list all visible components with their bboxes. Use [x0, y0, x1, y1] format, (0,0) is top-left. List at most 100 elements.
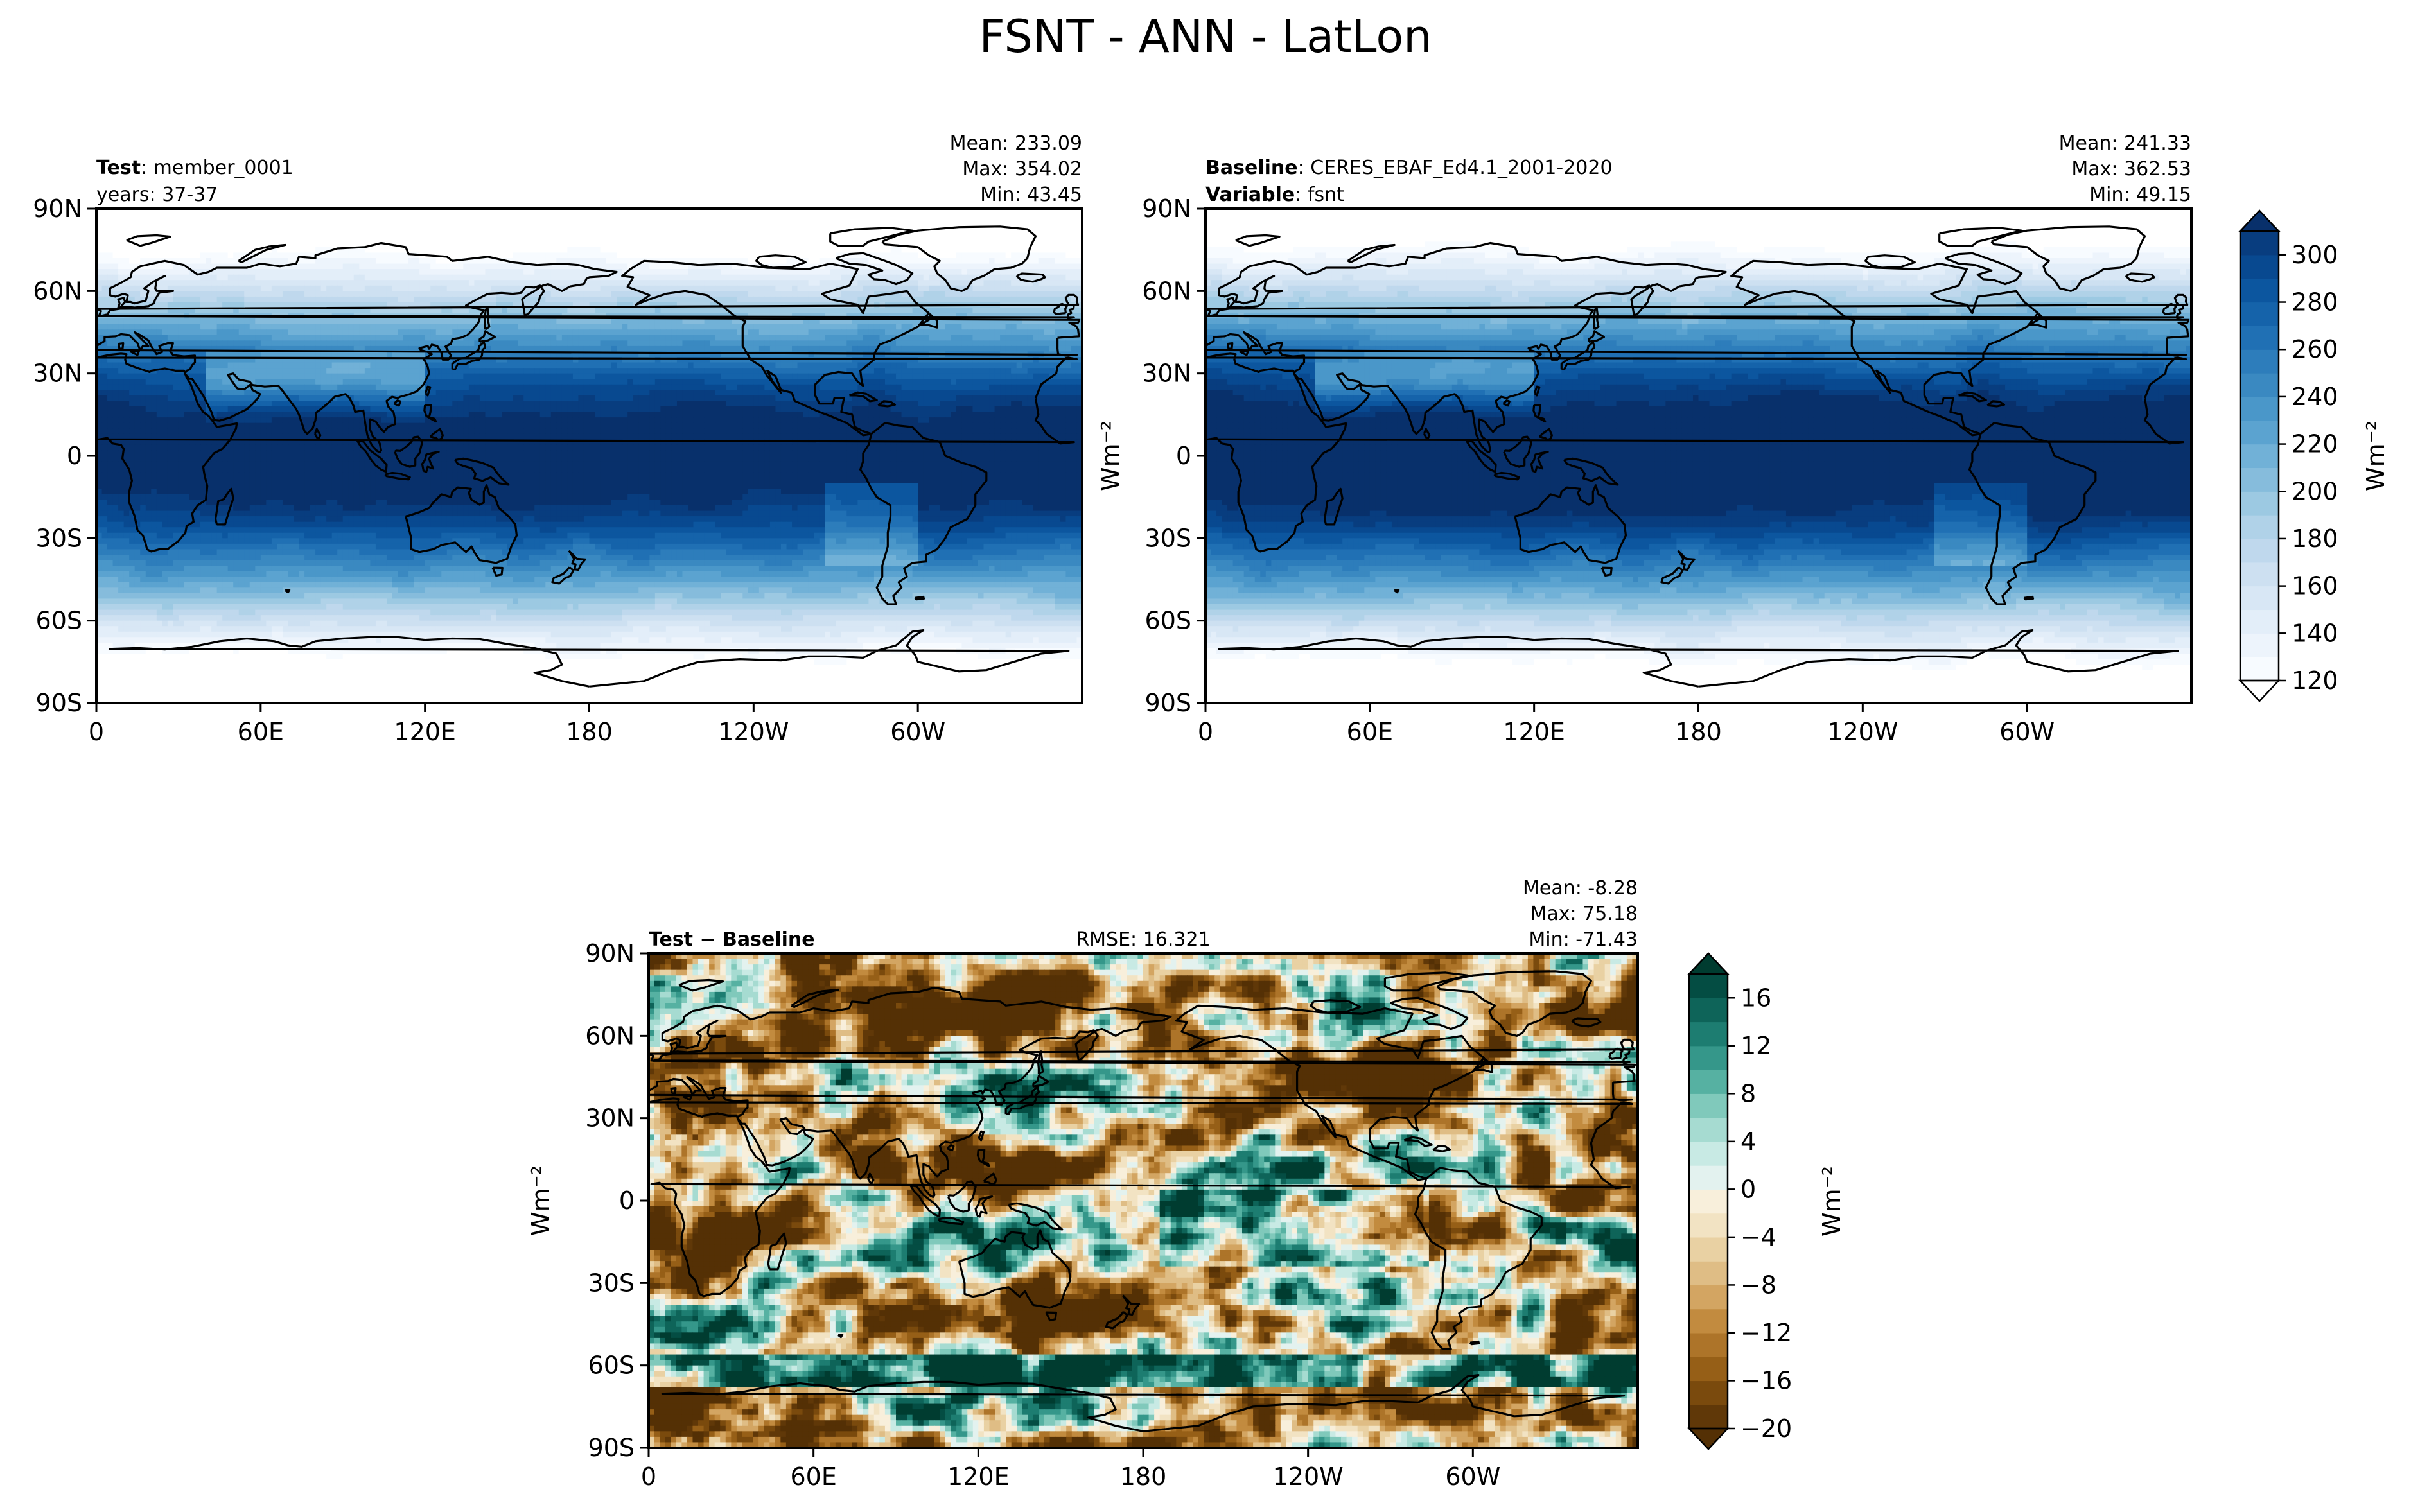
- field-cell: [310, 286, 316, 291]
- field-cell: [666, 214, 672, 220]
- field-cell: [792, 214, 798, 220]
- field-cell: [463, 220, 469, 225]
- field-cell: [644, 335, 650, 341]
- field-cell: [299, 329, 305, 335]
- field-cell: [715, 230, 721, 236]
- field-cell: [913, 280, 918, 286]
- field-cell: [118, 220, 124, 225]
- field-cell: [398, 225, 403, 231]
- field-cell: [803, 214, 809, 220]
- field-cell: [787, 346, 793, 352]
- field-cell: [775, 220, 781, 225]
- field-cell: [590, 335, 595, 341]
- field-cell: [206, 302, 212, 308]
- field-cell: [195, 247, 201, 253]
- field-cell: [381, 214, 387, 220]
- field-cell: [491, 275, 496, 281]
- field-cell: [502, 225, 507, 231]
- field-cell: [584, 252, 590, 258]
- field-cell: [184, 297, 189, 302]
- field-cell: [452, 230, 458, 236]
- field-cell: [452, 324, 458, 330]
- field-cell: [146, 252, 152, 258]
- field-cell: [562, 220, 568, 225]
- field-cell: [102, 286, 108, 291]
- field-cell: [1039, 297, 1044, 302]
- field-cell: [469, 291, 475, 297]
- field-cell: [590, 291, 595, 297]
- field-cell: [1044, 297, 1049, 302]
- field-cell: [649, 220, 655, 225]
- field-cell: [184, 230, 189, 236]
- field-cell: [846, 335, 852, 341]
- field-cell: [578, 335, 584, 341]
- field-cell: [995, 252, 1001, 258]
- field-cell: [907, 258, 913, 264]
- field-cell: [398, 291, 403, 297]
- field-cell: [984, 297, 990, 302]
- field-cell: [304, 286, 310, 291]
- field-cell: [972, 280, 978, 286]
- field-cell: [162, 280, 168, 286]
- field-cell: [787, 335, 793, 341]
- field-cell: [1028, 308, 1033, 313]
- field-cell: [244, 329, 250, 335]
- field-cell: [764, 214, 770, 220]
- field-cell: [140, 291, 146, 297]
- field-cell: [622, 329, 628, 335]
- field-cell: [885, 297, 891, 302]
- field-cell: [578, 230, 584, 236]
- field-cell: [655, 318, 661, 324]
- field-cell: [1065, 258, 1071, 264]
- field-cell: [929, 329, 934, 335]
- field-cell: [995, 346, 1001, 352]
- field-cell: [934, 340, 940, 346]
- field-cell: [124, 214, 130, 220]
- field-cell: [792, 241, 798, 247]
- field-cell: [217, 275, 223, 281]
- field-cell: [244, 230, 250, 236]
- field-cell: [370, 230, 376, 236]
- field-cell: [387, 247, 392, 253]
- field-cell: [699, 214, 705, 220]
- field-cell: [809, 280, 814, 286]
- field-cell: [124, 264, 130, 270]
- field-cell: [863, 286, 869, 291]
- field-cell: [710, 252, 715, 258]
- field-cell: [179, 220, 184, 225]
- field-cell: [567, 247, 573, 253]
- field-cell: [283, 280, 288, 286]
- field-cell: [764, 286, 770, 291]
- field-cell: [595, 220, 601, 225]
- field-cell: [567, 346, 573, 352]
- field-cell: [168, 335, 173, 341]
- field-cell: [748, 247, 754, 253]
- field-cell: [124, 220, 130, 225]
- field-cell: [1055, 258, 1060, 264]
- field-cell: [107, 340, 113, 346]
- field-cell: [562, 241, 568, 247]
- field-cell: [841, 329, 847, 335]
- field-cell: [222, 275, 228, 281]
- field-cell: [606, 335, 611, 341]
- field-cell: [250, 220, 256, 225]
- field-cell: [310, 297, 316, 302]
- field-cell: [523, 329, 529, 335]
- field-cell: [567, 324, 573, 330]
- field-cell: [408, 324, 414, 330]
- field-cell: [1028, 275, 1033, 281]
- field-cell: [250, 335, 256, 341]
- field-cell: [726, 236, 732, 242]
- field-cell: [113, 241, 119, 247]
- field-cell: [1000, 308, 1006, 313]
- field-cell: [425, 280, 431, 286]
- field-cell: [627, 236, 633, 242]
- field-cell: [414, 258, 420, 264]
- field-cell: [562, 269, 568, 275]
- field-cell: [299, 269, 305, 275]
- field-cell: [250, 214, 256, 220]
- field-cell: [513, 275, 518, 281]
- field-cell: [803, 236, 809, 242]
- field-cell: [677, 252, 683, 258]
- field-cell: [924, 269, 929, 275]
